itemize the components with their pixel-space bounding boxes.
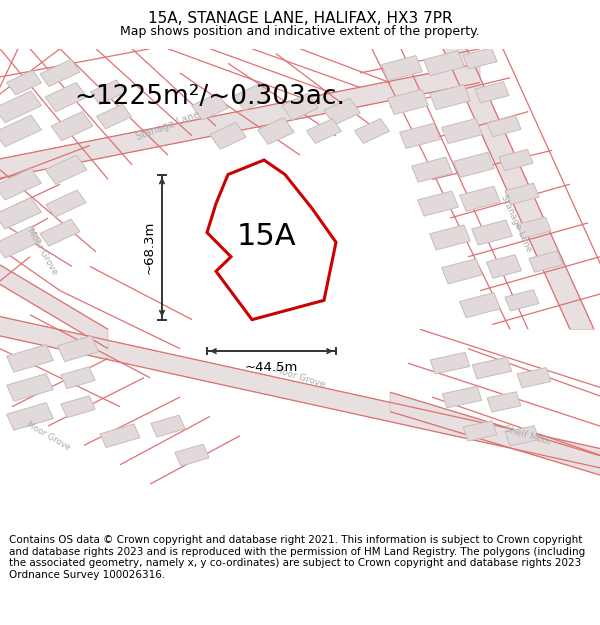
Bar [442, 259, 482, 284]
Bar [7, 374, 53, 401]
Bar [418, 191, 458, 216]
Bar [430, 352, 470, 374]
Bar [0, 115, 41, 147]
Bar [7, 344, 53, 372]
Bar [412, 157, 452, 182]
Bar [529, 251, 563, 272]
Bar [463, 421, 497, 441]
Bar [61, 396, 95, 418]
Bar [282, 93, 318, 120]
Bar [475, 82, 509, 103]
Bar [454, 152, 494, 178]
Bar [505, 183, 539, 204]
Bar [61, 367, 95, 389]
Bar [430, 225, 470, 250]
Bar [460, 186, 500, 211]
Bar [400, 123, 440, 148]
Bar [46, 190, 86, 217]
Text: 15A: 15A [237, 222, 297, 251]
Text: ~44.5m: ~44.5m [245, 361, 298, 374]
Bar [45, 82, 87, 112]
Text: ~68.3m: ~68.3m [143, 221, 156, 274]
Polygon shape [207, 160, 336, 319]
Bar [45, 155, 87, 184]
Bar [460, 292, 500, 318]
Bar [517, 368, 551, 388]
Bar [40, 219, 80, 246]
Text: ~1225m²/~0.303ac.: ~1225m²/~0.303ac. [74, 84, 346, 110]
Bar [472, 357, 512, 379]
Polygon shape [390, 392, 600, 484]
Bar [463, 48, 497, 69]
Text: Map shows position and indicative extent of the property.: Map shows position and indicative extent… [120, 25, 480, 38]
Bar [430, 84, 470, 109]
Bar [517, 217, 551, 238]
Bar [424, 51, 464, 76]
Text: Moor Grove: Moor Grove [25, 227, 59, 277]
Bar [210, 122, 246, 149]
Bar [355, 119, 389, 143]
Text: Moor Grove: Moor Grove [25, 419, 71, 452]
Polygon shape [0, 247, 108, 349]
Bar [40, 59, 80, 86]
Text: 15A, STANAGE LANE, HALIFAX, HX3 7PR: 15A, STANAGE LANE, HALIFAX, HX3 7PR [148, 11, 452, 26]
Bar [487, 254, 521, 278]
Bar [7, 70, 41, 95]
Bar [97, 104, 131, 129]
Bar [0, 168, 41, 200]
Bar [487, 392, 521, 412]
Bar [505, 289, 539, 311]
Bar [487, 116, 521, 137]
Bar [7, 402, 53, 430]
Polygon shape [432, 24, 594, 329]
Bar [91, 80, 125, 104]
Bar [234, 84, 270, 111]
Bar [100, 424, 140, 448]
Polygon shape [0, 63, 480, 184]
Bar [505, 426, 539, 446]
Bar [388, 89, 428, 114]
Polygon shape [0, 310, 600, 474]
Bar [382, 56, 422, 81]
Bar [0, 198, 41, 229]
Text: Shelf Moor: Shelf Moor [503, 424, 553, 447]
Text: Stanage Lane: Stanage Lane [499, 192, 533, 253]
Bar [442, 119, 482, 144]
Bar [51, 111, 93, 141]
Text: Moor Grove: Moor Grove [274, 366, 326, 389]
Bar [307, 119, 341, 143]
Bar [499, 149, 533, 171]
Text: Contains OS data © Crown copyright and database right 2021. This information is : Contains OS data © Crown copyright and d… [9, 535, 585, 580]
Bar [0, 91, 41, 123]
Bar [472, 220, 512, 245]
Bar [151, 415, 185, 437]
Bar [442, 386, 482, 408]
Bar [324, 98, 360, 125]
Bar [58, 336, 98, 362]
Bar [192, 93, 228, 120]
Bar [0, 226, 41, 258]
Text: Stanage Lane: Stanage Lane [134, 110, 202, 142]
Bar [175, 444, 209, 466]
Bar [258, 118, 294, 144]
